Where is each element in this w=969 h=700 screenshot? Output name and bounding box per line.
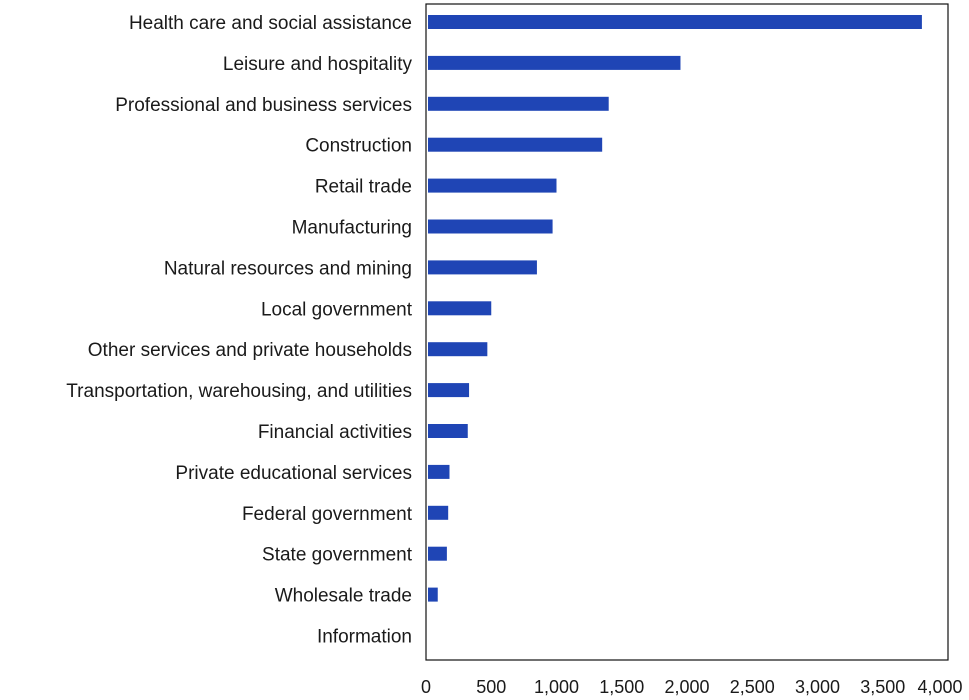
plot-frame bbox=[425, 3, 949, 661]
bar-retail-trade bbox=[428, 178, 557, 193]
x-tick-label: 500 bbox=[476, 677, 506, 697]
bar-state-government bbox=[428, 546, 447, 561]
category-label: Manufacturing bbox=[292, 218, 412, 239]
bar-leisure-and-hospitality bbox=[428, 55, 681, 70]
bar-transportation-warehousing-and-utilities bbox=[428, 383, 470, 398]
category-label: Other services and private households bbox=[88, 340, 412, 361]
bars-group bbox=[428, 15, 922, 602]
bar-wholesale-trade bbox=[428, 587, 438, 602]
x-tick-label: 2,500 bbox=[730, 677, 775, 697]
category-label: Natural resources and mining bbox=[164, 258, 412, 279]
bar-private-educational-services bbox=[428, 464, 450, 479]
category-label: Federal government bbox=[242, 504, 413, 525]
category-label: Wholesale trade bbox=[275, 586, 412, 607]
bar-construction bbox=[428, 137, 603, 152]
category-label: State government bbox=[262, 545, 413, 566]
x-tick-label: 4,000 bbox=[917, 677, 962, 697]
category-label: Professional and business services bbox=[115, 95, 412, 116]
x-tick-label: 1,000 bbox=[534, 677, 579, 697]
bar-natural-resources-and-mining bbox=[428, 260, 537, 275]
bar-manufacturing bbox=[428, 219, 553, 234]
bar-professional-and-business-services bbox=[428, 96, 609, 111]
bar-other-services-and-private-households bbox=[428, 342, 488, 357]
category-label: Transportation, warehousing, and utiliti… bbox=[66, 381, 412, 402]
x-tick-label: 2,000 bbox=[664, 677, 709, 697]
category-label: Leisure and hospitality bbox=[223, 54, 413, 75]
x-tick-label: 3,500 bbox=[860, 677, 905, 697]
bar-financial-activities bbox=[428, 424, 468, 438]
category-label: Retail trade bbox=[315, 177, 412, 198]
bar-federal-government bbox=[428, 505, 449, 520]
bar-local-government bbox=[428, 301, 492, 316]
x-axis-tick-labels: 0 500 1,000 1,500 2,000 2,500 3,000 3,500 4,000 bbox=[421, 677, 963, 697]
plot-border bbox=[425, 3, 949, 661]
category-label: Information bbox=[317, 627, 412, 648]
category-label: Private educational services bbox=[175, 463, 412, 484]
x-tick-label: 3,000 bbox=[795, 677, 840, 697]
category-label: Construction bbox=[305, 136, 412, 157]
category-label: Local government bbox=[261, 299, 413, 320]
category-label: Financial activities bbox=[258, 422, 412, 443]
category-labels: Health care and social assistance Leisure… bbox=[66, 13, 412, 648]
x-tick-label: 1,500 bbox=[599, 677, 644, 697]
x-tick-label: 0 bbox=[421, 677, 431, 697]
bar-health-care-and-social-assistance bbox=[428, 15, 922, 29]
category-label: Health care and social assistance bbox=[129, 13, 412, 34]
